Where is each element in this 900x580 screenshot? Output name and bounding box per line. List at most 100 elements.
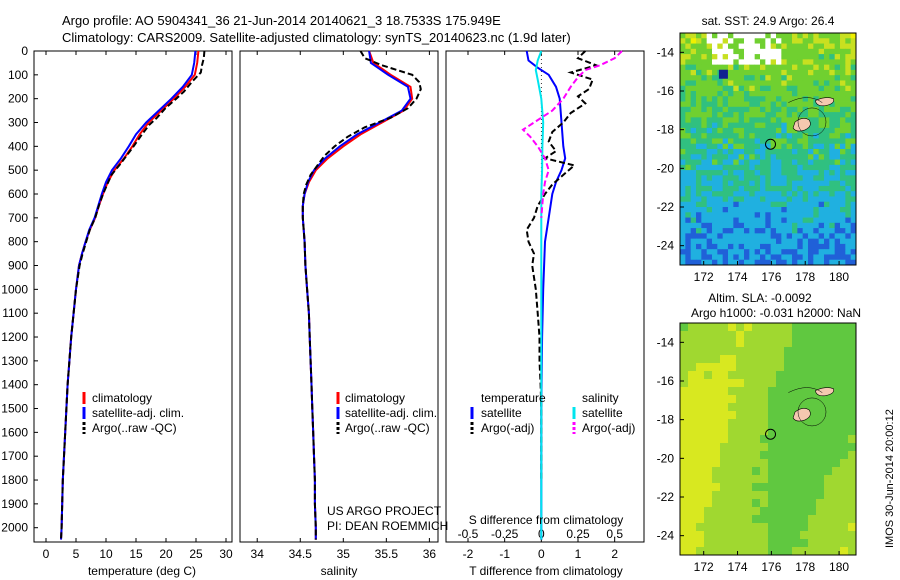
- heatmap-cell: [704, 531, 713, 540]
- heatmap-cell: [776, 222, 782, 229]
- heatmap-cell: [784, 539, 793, 548]
- heatmap-cell: [784, 403, 793, 412]
- heatmap-cell: [717, 159, 724, 166]
- heatmap-cell: [770, 91, 777, 97]
- heatmap-cell: [722, 185, 729, 192]
- heatmap-cell: [736, 475, 745, 484]
- heatmap-cell: [818, 106, 825, 113]
- heatmap-cell: [722, 143, 729, 150]
- heatmap-cell: [701, 91, 708, 97]
- heatmap-cell: [808, 59, 814, 66]
- heatmap-cell: [704, 411, 713, 420]
- heatmap-cell: [712, 411, 721, 420]
- heatmap-cell: [784, 443, 793, 452]
- heatmap-cell: [744, 403, 753, 412]
- heatmap-cell: [760, 387, 769, 396]
- heatmap-cell: [728, 69, 734, 76]
- heatmap-cell: [845, 207, 852, 213]
- heatmap-cell: [696, 80, 702, 87]
- heatmap-cell: [824, 259, 830, 266]
- heatmap-cell: [690, 133, 697, 139]
- heatmap-cell: [728, 180, 734, 187]
- heatmap-cell: [808, 138, 814, 145]
- heatmap-cell: [824, 159, 830, 166]
- heatmap-cell: [813, 43, 820, 50]
- heatmap-cell: [792, 138, 798, 145]
- heatmap-cell: [754, 64, 761, 71]
- heatmap-cell: [706, 191, 713, 197]
- heatmap-cell: [834, 143, 841, 150]
- heatmap-cell: [688, 363, 697, 372]
- heatmap-cell: [717, 48, 724, 55]
- heatmap-cell: [797, 222, 804, 229]
- heatmap-cell: [776, 164, 782, 171]
- heatmap-cell: [744, 243, 750, 250]
- heatmap-cell: [792, 249, 798, 255]
- heatmap-cell: [728, 207, 734, 213]
- heatmap-cell: [800, 467, 809, 476]
- heatmap-cell: [824, 201, 830, 208]
- heatmap-cell: [850, 112, 857, 118]
- heatmap-cell: [845, 196, 852, 203]
- x-tick-label: 0: [538, 547, 545, 561]
- heatmap-cell: [776, 243, 782, 250]
- heatmap-cell: [808, 33, 814, 39]
- heatmap-cell: [744, 547, 753, 556]
- heatmap-cell: [712, 122, 718, 129]
- heatmap-cell: [797, 238, 804, 245]
- heatmap-cell: [728, 403, 737, 412]
- heatmap-cell: [760, 467, 769, 476]
- heatmap-cell: [736, 379, 745, 388]
- heatmap-cell: [736, 515, 745, 524]
- heatmap-cell: [744, 323, 753, 332]
- heatmap-cell: [845, 185, 852, 192]
- heatmap-cell: [728, 363, 737, 372]
- heatmap-cell: [733, 170, 740, 176]
- heatmap-cell: [781, 48, 788, 55]
- heatmap-cell: [776, 254, 782, 261]
- heatmap-cell: [813, 64, 820, 71]
- heatmap-cell: [829, 164, 836, 171]
- heatmap-cell: [765, 59, 772, 66]
- heatmap-cell: [744, 143, 750, 150]
- heatmap-cell: [696, 515, 705, 524]
- heatmap-cell: [749, 122, 756, 129]
- heatmap-cell: [722, 43, 729, 50]
- heatmap-cell: [781, 207, 788, 213]
- legend-label-s-argo: Argo(-adj): [582, 421, 635, 435]
- heatmap-cell: [776, 185, 782, 192]
- heatmap-cell: [848, 451, 857, 460]
- heatmap-cell: [770, 154, 777, 160]
- heatmap-cell: [688, 443, 697, 452]
- heatmap-cell: [696, 254, 702, 261]
- heatmap-cell: [800, 451, 809, 460]
- heatmap-cell: [696, 483, 705, 492]
- heatmap-cell: [768, 507, 777, 516]
- heatmap-cell: [845, 69, 852, 76]
- heatmap-cell: [712, 191, 718, 197]
- map-x-tick-label: 180: [829, 560, 849, 574]
- heatmap-cell: [717, 196, 724, 203]
- heatmap-cell: [776, 238, 782, 245]
- heatmap-cell: [733, 85, 740, 92]
- heatmap-cell: [749, 59, 756, 66]
- heatmap-cell: [824, 91, 830, 97]
- heatmap-cell: [813, 212, 820, 218]
- heatmap-cell: [840, 483, 849, 492]
- heatmap-cell: [834, 59, 841, 66]
- heatmap-cell: [717, 243, 724, 250]
- heatmap-cell: [792, 371, 801, 380]
- heatmap-cell: [754, 154, 761, 160]
- heatmap-cell: [770, 249, 777, 255]
- heatmap-cell: [706, 159, 713, 166]
- heatmap-cell: [845, 149, 852, 155]
- heatmap-cell: [816, 531, 825, 540]
- heatmap-cell: [728, 411, 737, 420]
- heatmap-cell: [706, 233, 713, 240]
- heatmap-cell: [712, 143, 718, 150]
- heatmap-cell: [680, 539, 689, 548]
- heatmap-cell: [840, 159, 846, 166]
- heatmap-cell: [728, 243, 734, 250]
- heatmap-cell: [768, 443, 777, 452]
- heatmap-cell: [752, 339, 761, 348]
